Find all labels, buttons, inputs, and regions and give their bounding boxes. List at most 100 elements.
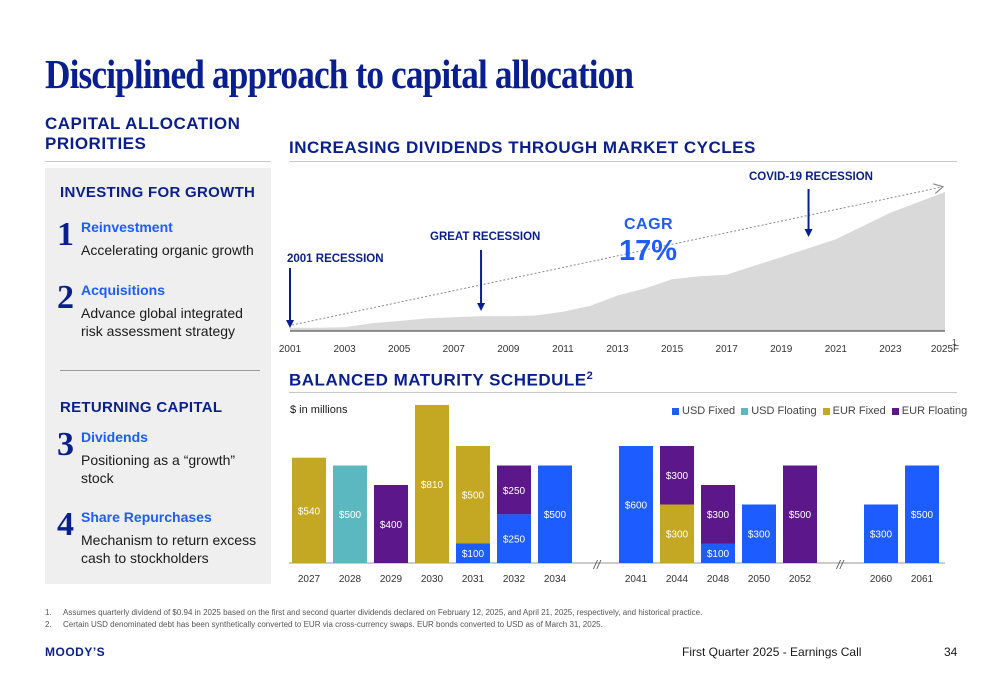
maturity-bar (701, 485, 735, 544)
legend-swatch (672, 407, 679, 415)
maturity-bar-label: $540 (298, 506, 321, 517)
legend-item: USD Fixed (672, 405, 735, 417)
reinvestment-title: Reinvestment (81, 219, 173, 235)
axis-break-icon: // (593, 558, 602, 572)
maturity-bar (619, 446, 653, 563)
maturity-tick-label: 2028 (339, 574, 362, 585)
dividend-tick-label: 2017 (716, 344, 739, 355)
maturity-chart-header: BALANCED MATURITY SCHEDULE2 (289, 370, 593, 391)
capital-allocation-header-line1: CAPITAL ALLOCATION (45, 114, 241, 133)
share-repurchases-desc: Mechanism to return excess cash to stock… (81, 531, 261, 567)
footnote-2-number: 2. (45, 620, 52, 629)
recession-label-covid: COVID-19 RECESSION (749, 171, 873, 183)
panel-divider (60, 370, 260, 371)
maturity-bar-label: $500 (789, 510, 812, 521)
maturity-bar-label: $250 (503, 486, 526, 497)
maturity-bar (783, 465, 817, 563)
dividends-desc-line: stock (81, 470, 114, 486)
footnote-1-text: Assumes quarterly dividend of $0.94 in 2… (63, 608, 703, 617)
priority-number-2: 2 (57, 279, 74, 316)
maturity-tick-label: 2030 (421, 574, 444, 585)
capital-allocation-header-line2: PRIORITIES (45, 134, 147, 153)
dividends-header-rule (289, 161, 957, 162)
maturity-bar-chart: $540 2027 $500 2028 $400 2029 $810 2030 $100 $500… (289, 405, 945, 585)
dividend-tick-label: 2023 (879, 344, 902, 355)
footnote-1-number: 1. (45, 608, 52, 617)
maturity-bar (456, 446, 490, 544)
maturity-tick-label: 2044 (666, 574, 689, 585)
maturity-bar (864, 504, 898, 563)
dividend-tick-label: 2005 (388, 344, 411, 355)
left-header-rule (45, 161, 271, 162)
investing-for-growth-header: INVESTING FOR GROWTH (60, 184, 256, 201)
maturity-bar (497, 465, 531, 515)
maturity-bar-label: $500 (339, 510, 362, 521)
maturity-bar (374, 485, 408, 563)
maturity-bar (742, 504, 776, 563)
maturity-bar-label: $500 (462, 491, 485, 502)
dividends-title: Dividends (81, 429, 148, 445)
dividend-tick-label: 2003 (333, 344, 356, 355)
dividend-area (290, 192, 945, 331)
maturity-bar-label: $810 (421, 480, 444, 491)
maturity-bar (701, 543, 735, 563)
reinvestment-desc-line: Accelerating organic growth (81, 242, 254, 258)
maturity-bar (415, 405, 449, 563)
maturity-bar-label: $300 (707, 510, 730, 521)
maturity-bar-label: $300 (870, 530, 893, 541)
maturity-bar-label: $300 (666, 530, 689, 541)
maturity-bar (660, 446, 694, 505)
maturity-bar (905, 465, 939, 563)
maturity-bar (292, 457, 326, 563)
acquisitions-desc-line: risk assessment strategy (81, 323, 236, 339)
dividend-tick-label: 2019 (770, 344, 793, 355)
dividends-chart-header: INCREASING DIVIDENDS THROUGH MARKET CYCL… (289, 138, 756, 157)
legend-item: USD Floating (741, 405, 817, 417)
dividend-tick-label: 2011 (552, 344, 574, 355)
priority-number-3: 3 (57, 426, 74, 463)
maturity-bar-label: $100 (462, 549, 485, 560)
dividend-tick-label: 2015 (661, 344, 684, 355)
legend-label: USD Floating (751, 405, 817, 417)
maturity-bar-label: $400 (380, 520, 403, 531)
cagr-value: 17% (619, 235, 678, 267)
dividend-area-chart: 2001 2003 2005 2007 2009 2011 2013 2015 2017 2019… (279, 187, 959, 355)
moodys-logo: MOODY’S (45, 645, 106, 659)
dividend-tick-label: 2013 (606, 344, 629, 355)
reinvestment-desc: Accelerating organic growth (81, 241, 261, 259)
footer-event: First Quarter 2025 - Earnings Call (682, 645, 862, 659)
priorities-panel: INVESTING FOR GROWTH 1 Reinvestment Acce… (45, 168, 271, 584)
maturity-header-text: BALANCED MATURITY SCHEDULE (289, 370, 587, 390)
maturity-bar (538, 465, 572, 563)
maturity-bar (333, 465, 367, 563)
maturity-bar-label: $250 (503, 535, 526, 546)
maturity-bar (660, 504, 694, 563)
capital-allocation-header: CAPITAL ALLOCATION PRIORITIES (45, 114, 270, 154)
acquisitions-desc-line: Advance global integrated (81, 305, 243, 321)
dividend-tick-label: 2021 (825, 344, 848, 355)
maturity-bar-label: $300 (748, 530, 771, 541)
maturity-header-rule (289, 392, 957, 393)
maturity-tick-label: 2029 (380, 574, 403, 585)
dividend-footnote-marker: 1 (952, 338, 957, 347)
cagr-trend-arrow (291, 187, 942, 326)
legend-swatch (741, 407, 749, 415)
legend-swatch (891, 407, 899, 415)
dividend-tick-label: 2001 (279, 344, 302, 355)
maturity-legend: USD Fixed USD Floating EUR Fixed EUR Floati… (672, 405, 967, 417)
units-label: $ in millions (290, 404, 348, 416)
maturity-bar-label: $500 (544, 510, 567, 521)
priority-number-4: 4 (57, 506, 74, 543)
page-number: 34 (944, 645, 958, 659)
recession-label-2001: 2001 RECESSION (287, 253, 384, 265)
page-title: Disciplined approach to capital allocati… (45, 51, 634, 97)
maturity-tick-label: 2050 (748, 574, 771, 585)
priority-number-1: 1 (57, 216, 74, 253)
maturity-tick-label: 2052 (789, 574, 812, 585)
share-repurchases-title: Share Repurchases (81, 509, 212, 525)
legend-label: EUR Fixed (832, 405, 886, 417)
dividends-desc: Positioning as a “growth” stock (81, 451, 261, 487)
footnote-2-text: Certain USD denominated debt has been sy… (63, 620, 603, 629)
dividend-tick-label: 2009 (497, 344, 520, 355)
